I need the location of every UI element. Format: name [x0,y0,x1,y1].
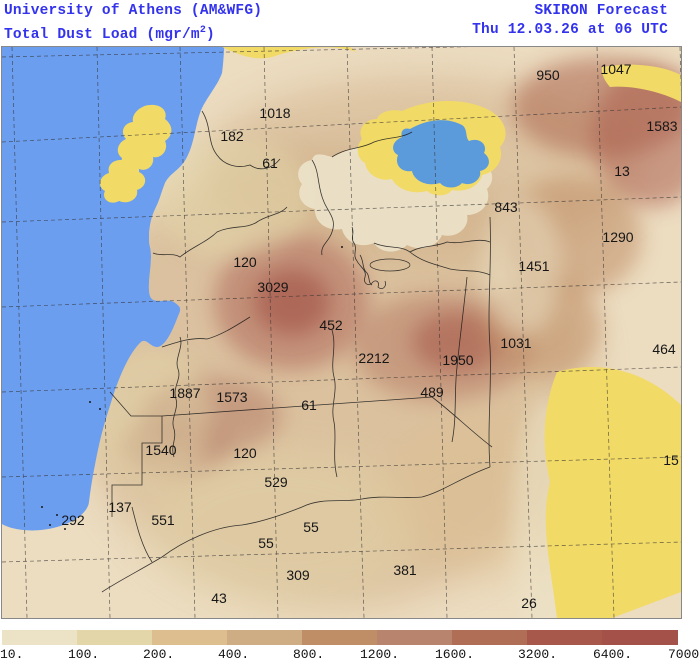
svg-text:1950: 1950 [442,352,473,368]
svg-text:489: 489 [420,384,444,400]
svg-text:1887: 1887 [169,385,200,401]
svg-text:43: 43 [211,590,227,606]
svg-text:1451: 1451 [518,258,549,274]
svg-text:381: 381 [393,562,417,578]
svg-text:2212: 2212 [358,350,389,366]
svg-text:3029: 3029 [257,279,288,295]
svg-text:137: 137 [108,499,132,515]
svg-text:55: 55 [303,519,319,535]
svg-text:1047: 1047 [600,61,631,77]
svg-text:13: 13 [614,163,630,179]
svg-text:120: 120 [233,254,257,270]
svg-text:292: 292 [61,512,85,528]
svg-text:182: 182 [220,128,244,144]
svg-text:55: 55 [258,535,274,551]
svg-text:1018: 1018 [259,105,290,121]
svg-text:843: 843 [494,199,518,215]
svg-text:26: 26 [521,595,537,611]
svg-text:120: 120 [233,445,257,461]
svg-text:1573: 1573 [216,389,247,405]
svg-text:61: 61 [301,397,317,413]
svg-text:452: 452 [319,317,343,333]
svg-text:309: 309 [286,567,310,583]
svg-text:551: 551 [151,512,175,528]
svg-text:15: 15 [663,452,679,468]
svg-text:1031: 1031 [500,335,531,351]
svg-text:1540: 1540 [145,442,176,458]
svg-text:529: 529 [264,474,288,490]
svg-text:1583: 1583 [646,118,677,134]
svg-text:464: 464 [652,341,676,357]
svg-text:950: 950 [536,67,560,83]
svg-text:61: 61 [262,155,278,171]
svg-text:1290: 1290 [602,229,633,245]
